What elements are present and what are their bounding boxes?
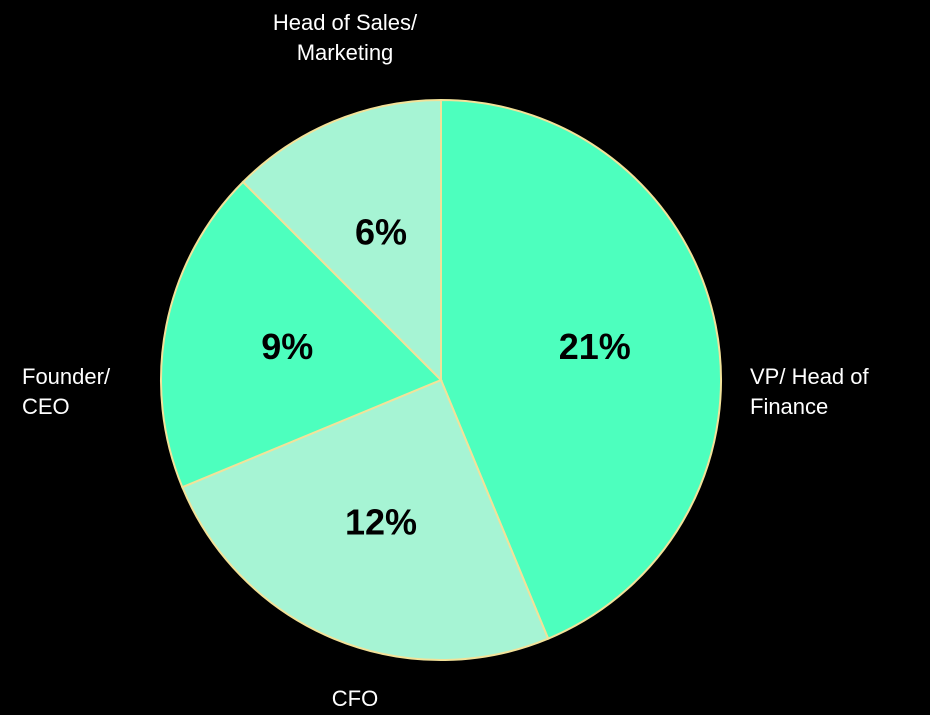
pie-slice [160,180,443,489]
value-label: 9% [261,326,313,367]
pie-slice [241,98,442,383]
pie-slice [440,98,722,640]
value-label: 6% [355,212,407,253]
value-label: 12% [345,501,417,542]
category-label: CFO [331,686,379,711]
category-label: Head of Sales/ Marketing [272,10,418,65]
category-label: VP/ Head of Finance [750,364,869,419]
category-label: Founder/ CEO [22,364,111,419]
value-label: 21% [559,326,631,367]
